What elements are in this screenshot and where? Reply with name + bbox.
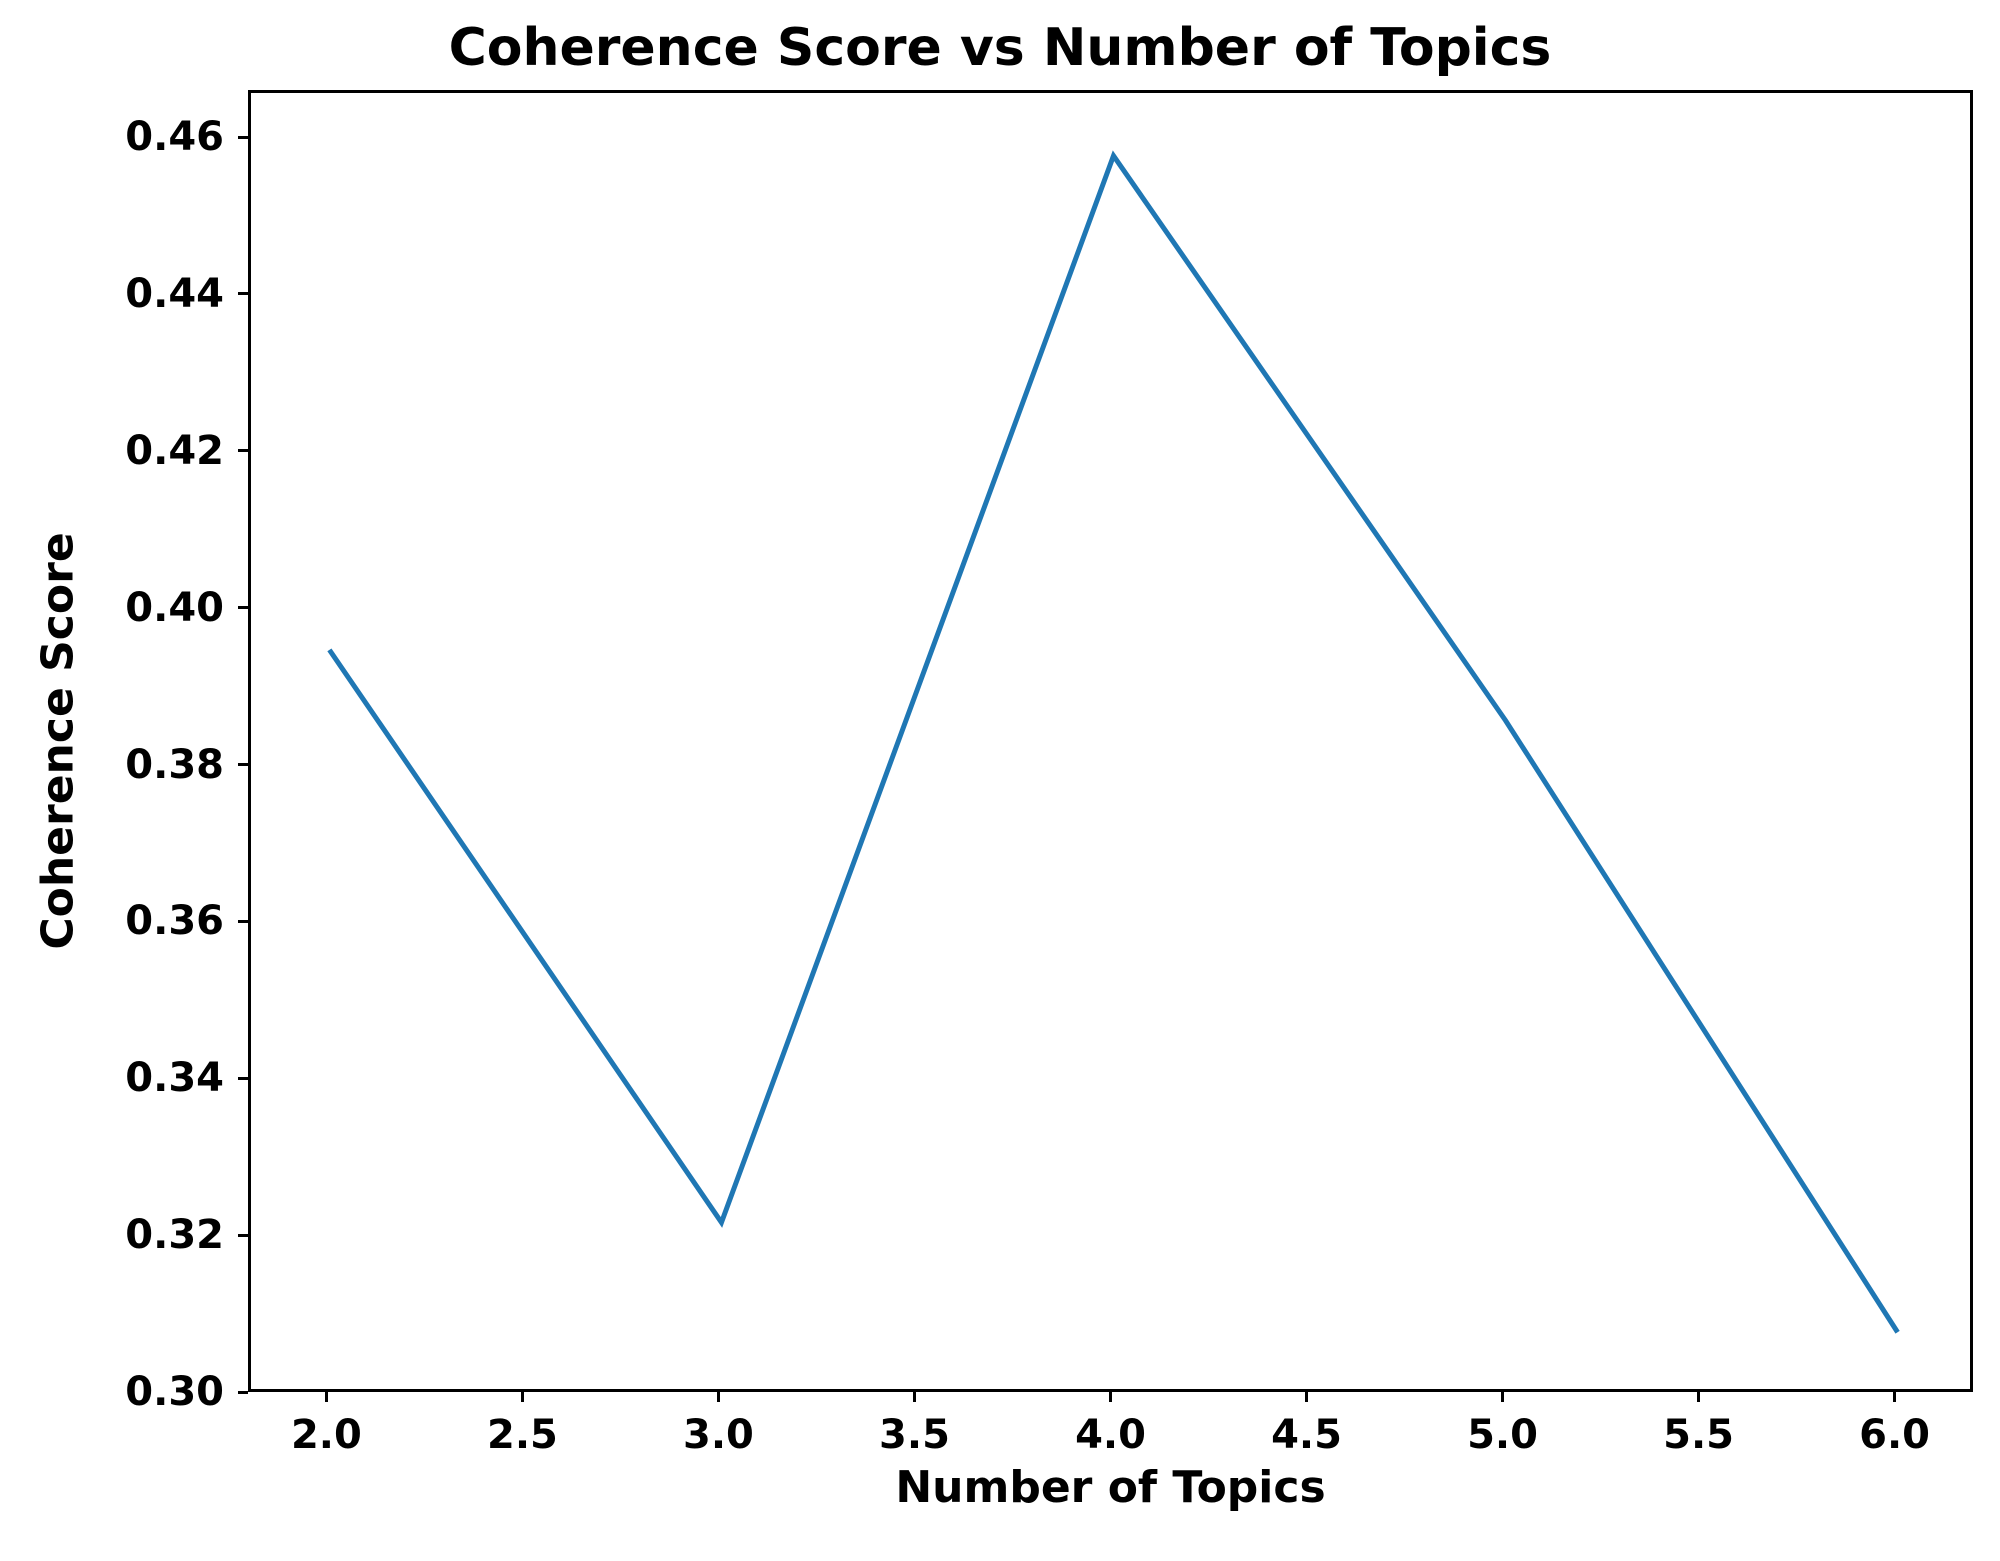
y-tick-mark — [238, 1077, 248, 1080]
x-tick-mark — [717, 1392, 720, 1402]
y-tick-mark — [238, 920, 248, 923]
x-axis-label: Number of Topics — [895, 1462, 1325, 1513]
coherence-line — [329, 156, 1897, 1333]
x-tick-mark — [521, 1392, 524, 1402]
x-tick-label: 5.0 — [1467, 1412, 1538, 1458]
x-tick-label: 4.0 — [1075, 1412, 1146, 1458]
x-tick-label: 2.0 — [291, 1412, 362, 1458]
y-tick-mark — [238, 1391, 248, 1394]
y-tick-label: 0.40 — [125, 585, 224, 631]
y-tick-mark — [238, 606, 248, 609]
plot-area — [248, 90, 1973, 1392]
x-tick-label: 3.0 — [683, 1412, 754, 1458]
chart-title: Coherence Score vs Number of Topics — [0, 18, 2000, 78]
x-tick-mark — [1501, 1392, 1504, 1402]
y-tick-label: 0.34 — [125, 1055, 224, 1101]
x-tick-mark — [1893, 1392, 1896, 1402]
x-tick-mark — [1305, 1392, 1308, 1402]
x-tick-mark — [913, 1392, 916, 1402]
x-tick-mark — [325, 1392, 328, 1402]
y-tick-mark — [238, 449, 248, 452]
x-tick-label: 5.5 — [1663, 1412, 1734, 1458]
y-tick-label: 0.42 — [125, 428, 224, 474]
y-tick-mark — [238, 136, 248, 139]
y-tick-mark — [238, 763, 248, 766]
y-tick-label: 0.36 — [125, 898, 224, 944]
y-tick-mark — [238, 292, 248, 295]
line-chart-svg — [251, 93, 1976, 1395]
y-tick-mark — [238, 1234, 248, 1237]
y-axis-label: Coherence Score — [33, 532, 84, 949]
y-tick-label: 0.38 — [125, 742, 224, 788]
x-tick-mark — [1109, 1392, 1112, 1402]
chart-container: Coherence Score vs Number of Topics Cohe… — [0, 0, 2000, 1561]
x-tick-label: 2.5 — [487, 1412, 558, 1458]
x-tick-label: 3.5 — [879, 1412, 950, 1458]
y-tick-label: 0.46 — [125, 114, 224, 160]
x-tick-label: 4.5 — [1271, 1412, 1342, 1458]
y-tick-label: 0.30 — [125, 1369, 224, 1415]
x-tick-mark — [1697, 1392, 1700, 1402]
y-tick-label: 0.32 — [125, 1212, 224, 1258]
y-tick-label: 0.44 — [125, 271, 224, 317]
x-tick-label: 6.0 — [1859, 1412, 1930, 1458]
